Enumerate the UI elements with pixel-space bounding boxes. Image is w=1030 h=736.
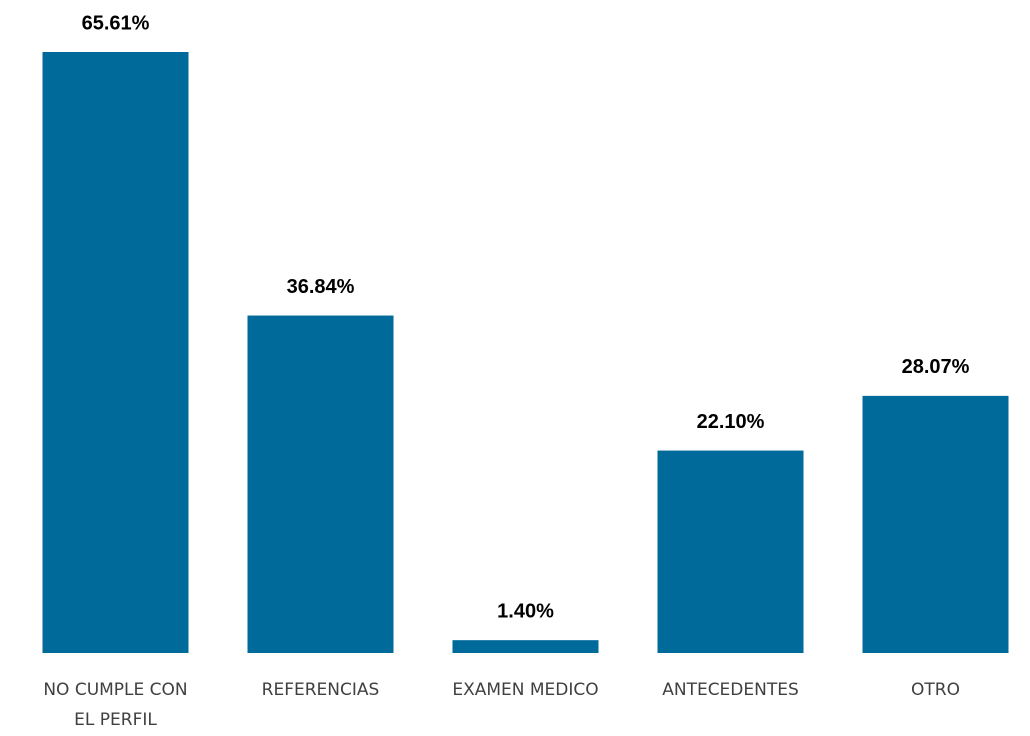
bar: [862, 395, 1009, 653]
x-tick-label: NO CUMPLE CON EL PERFIL: [43, 680, 188, 730]
x-label-box: REFERENCIAS: [261, 680, 380, 700]
x-label-box: OTRO: [911, 680, 960, 700]
x-label-box: EXAMEN MEDICO: [452, 680, 599, 700]
value-label: 1.40%: [497, 600, 554, 622]
value-label: 28.07%: [902, 356, 970, 378]
x-tick-label: ANTECEDENTES: [662, 680, 799, 700]
value-label: 65.61%: [82, 12, 150, 34]
x-tick-label: REFERENCIAS: [261, 680, 380, 700]
x-label-box: ANTECEDENTES: [662, 680, 799, 700]
value-label: 22.10%: [697, 411, 765, 433]
bar: [452, 640, 599, 653]
bar: [247, 315, 394, 653]
value-label: 36.84%: [287, 276, 355, 298]
bar: [657, 450, 804, 653]
x-label-box: NO CUMPLE CON EL PERFIL: [43, 680, 188, 730]
bar: [42, 52, 189, 653]
x-tick-label: EXAMEN MEDICO: [452, 680, 599, 700]
x-tick-label: OTRO: [911, 680, 960, 700]
